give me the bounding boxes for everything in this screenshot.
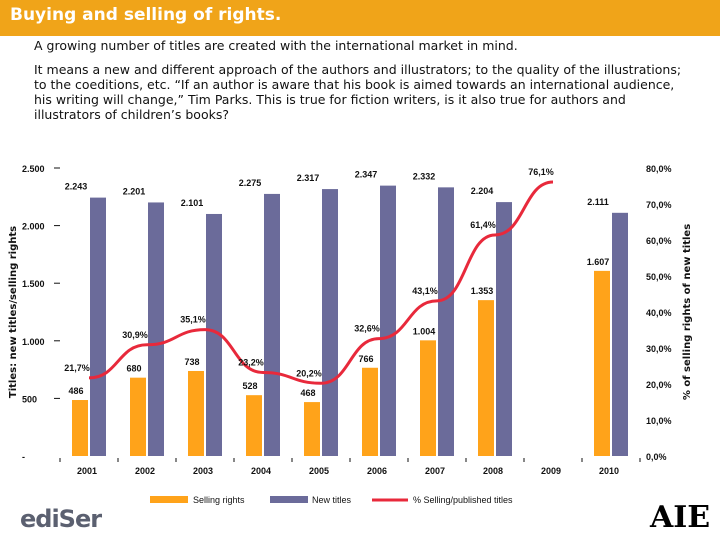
title-underline [0,34,720,36]
selling-rights-label: 1.607 [587,257,610,267]
left-axis-title: Titles: new titles/selling rights [8,226,19,398]
selling-rights-bar [304,402,320,456]
right-tick-label: 70,0% [646,200,672,210]
selling-rights-label: 1.004 [413,326,436,336]
new-titles-label: 2.243 [65,182,88,192]
new-titles-bar [148,202,164,456]
new-titles-label: 2.204 [471,186,494,196]
right-tick-label: 0,0% [646,452,667,462]
title-bar: Buying and selling of rights. [0,0,720,34]
new-titles-label: 2.317 [297,173,320,183]
year-label: 2009 [541,466,561,476]
year-label: 2007 [425,466,445,476]
selling-rights-bar [72,400,88,456]
intro-text: A growing number of titles are created w… [34,38,518,53]
new-titles-bar [264,193,280,457]
year-label: 2010 [599,466,619,476]
left-tick-label: 2.000 [22,222,45,232]
right-tick-label: 10,0% [646,416,672,426]
left-tick-label: 2.500 [22,164,45,174]
right-axis-title: % of selling rights of new titles [682,224,693,400]
aie-logo: AIE [650,500,711,535]
selling-rights-bar [246,395,262,456]
selling-rights-label: 766 [358,354,373,364]
new-titles-bar [612,212,628,456]
right-tick-label: 40,0% [646,308,672,318]
percentage-label: 43,1% [412,286,438,296]
percentage-line [88,180,554,385]
right-tick-label: 30,0% [646,344,672,354]
percentage-label: 30,9% [122,330,148,340]
right-tick-label: 20,0% [646,380,672,390]
legend-label-selling: Selling rights [193,495,245,505]
percentage-label: 21,7% [64,363,90,373]
new-titles-label: 2.111 [587,197,609,207]
year-label: 2001 [77,466,97,476]
legend-label-new-titles: New titles [312,495,352,505]
year-label: 2005 [309,466,329,476]
new-titles-label: 2.201 [123,186,146,196]
body-paragraph: It means a new and different approach of… [34,62,682,122]
selling-rights-label: 486 [68,386,83,396]
ediser-logo: ediSer [20,505,102,533]
selling-rights-label: 468 [300,388,315,398]
legend-label-percentage: % Selling/published titles [413,495,513,505]
percentage-label: 32,6% [354,324,380,334]
legend-swatch-selling [150,496,188,503]
new-titles-label: 2.332 [413,171,436,181]
right-tick-label: 80,0% [646,164,672,174]
selling-rights-bar [362,367,378,456]
percentage-label: 76,1% [528,167,554,177]
selling-rights-bar [478,300,494,456]
right-tick-label: 60,0% [646,236,672,246]
new-titles-bar [322,189,338,456]
new-titles-bar [206,213,222,456]
new-titles-label: 2.347 [355,170,378,180]
selling-rights-bar [420,340,436,456]
selling-rights-label: 528 [242,381,257,391]
slide-title: Buying and selling of rights. [10,5,282,25]
selling-rights-bar [130,377,146,456]
new-titles-bar [90,197,106,457]
year-label: 2006 [367,466,387,476]
new-titles-label: 2.275 [239,178,262,188]
year-label: 2004 [251,466,271,476]
rights-chart: - 500 1.000 1.500 2.000 2.500 0,0% 10,0% 20,0% 30… [8,164,693,505]
left-tick-label: 1.500 [22,279,45,289]
new-titles-bar [438,187,454,456]
legend-swatch-new-titles [270,496,308,503]
percentage-label: 23,2% [238,357,264,367]
new-titles-label: 2.101 [181,198,204,208]
percentage-label: 20,2% [296,368,322,378]
year-label: 2008 [483,466,503,476]
right-tick-label: 50,0% [646,272,672,282]
percentage-label: 61,4% [470,220,496,230]
left-tick-label: - [22,452,25,462]
selling-rights-label: 738 [184,357,199,367]
selling-rights-label: 1.353 [471,286,494,296]
selling-rights-bar [188,370,204,456]
left-tick-label: 1.000 [22,337,45,347]
year-label: 2002 [135,466,155,476]
year-label: 2003 [193,466,213,476]
selling-rights-bar [594,270,610,456]
new-titles-bar [380,185,396,456]
left-tick-label: 500 [22,394,37,404]
percentage-label: 35,1% [180,315,206,325]
new-titles-bar [496,202,512,456]
selling-rights-label: 680 [126,364,141,374]
